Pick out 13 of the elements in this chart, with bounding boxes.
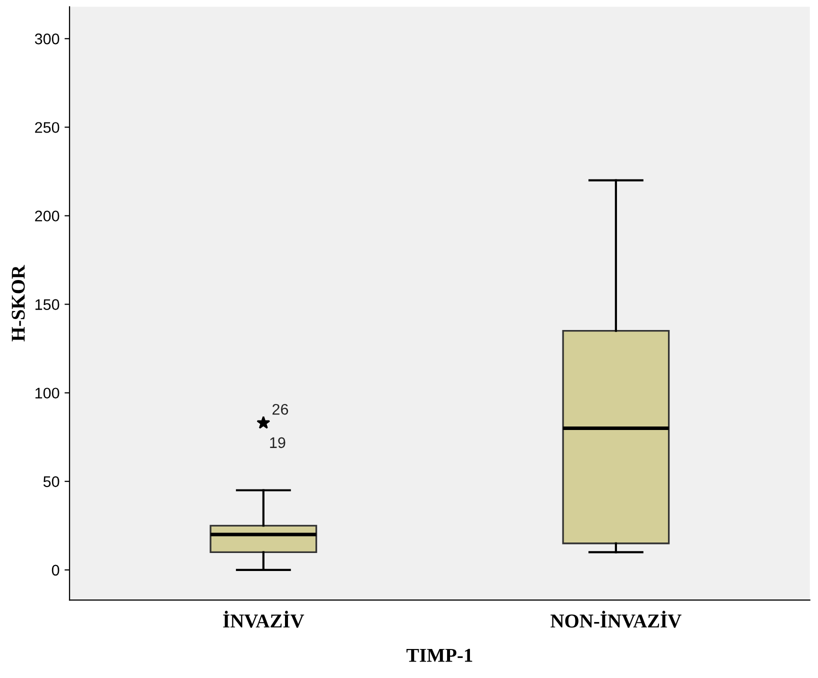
x-axis-title: TIMP-1 bbox=[406, 648, 472, 662]
y-axis-title: H-SKOR bbox=[12, 264, 25, 342]
y-tick-label: 300 bbox=[34, 34, 60, 44]
y-tick-label: 0 bbox=[52, 564, 60, 576]
x-tick-label: İNVAZİV bbox=[223, 610, 304, 628]
y-tick-label: 100 bbox=[35, 388, 60, 399]
y-tick-label: 200 bbox=[35, 210, 60, 222]
y-tick-label: 150 bbox=[35, 299, 60, 310]
y-tick-label: 50 bbox=[43, 476, 60, 488]
y-tick-label: 250 bbox=[35, 122, 60, 133]
annotation: 26 bbox=[272, 404, 288, 415]
annotation: 19 bbox=[270, 437, 286, 448]
x-tick-label: NON-İNVAZİV bbox=[550, 610, 682, 628]
